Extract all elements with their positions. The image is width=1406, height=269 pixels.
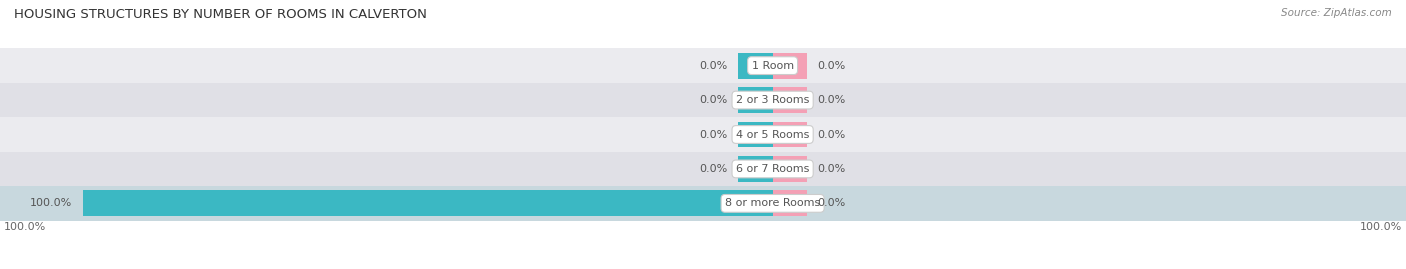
Text: Source: ZipAtlas.com: Source: ZipAtlas.com bbox=[1281, 8, 1392, 18]
Text: 0.0%: 0.0% bbox=[700, 61, 728, 71]
Text: 100.0%: 100.0% bbox=[3, 222, 46, 232]
Text: HOUSING STRUCTURES BY NUMBER OF ROOMS IN CALVERTON: HOUSING STRUCTURES BY NUMBER OF ROOMS IN… bbox=[14, 8, 427, 21]
Text: 100.0%: 100.0% bbox=[1360, 222, 1403, 232]
Text: 6 or 7 Rooms: 6 or 7 Rooms bbox=[735, 164, 810, 174]
Text: 4 or 5 Rooms: 4 or 5 Rooms bbox=[735, 129, 810, 140]
Bar bbox=[0, 117, 1406, 152]
Text: 0.0%: 0.0% bbox=[817, 95, 845, 105]
Text: 0.0%: 0.0% bbox=[700, 164, 728, 174]
Text: 2 or 3 Rooms: 2 or 3 Rooms bbox=[735, 95, 810, 105]
Bar bbox=[738, 122, 773, 147]
Text: 8 or more Rooms: 8 or more Rooms bbox=[725, 198, 820, 208]
Bar bbox=[773, 87, 807, 113]
Bar bbox=[738, 87, 773, 113]
Bar bbox=[738, 53, 773, 79]
Bar bbox=[773, 53, 807, 79]
Text: 100.0%: 100.0% bbox=[30, 198, 73, 208]
Bar bbox=[773, 156, 807, 182]
Text: 0.0%: 0.0% bbox=[817, 61, 845, 71]
Bar bbox=[773, 190, 807, 216]
Text: 0.0%: 0.0% bbox=[817, 198, 845, 208]
Bar bbox=[773, 122, 807, 147]
Text: 0.0%: 0.0% bbox=[700, 95, 728, 105]
Bar bbox=[0, 152, 1406, 186]
Bar bbox=[0, 48, 1406, 83]
Text: 1 Room: 1 Room bbox=[752, 61, 793, 71]
Text: 0.0%: 0.0% bbox=[817, 164, 845, 174]
Bar bbox=[0, 186, 1406, 221]
Bar bbox=[738, 156, 773, 182]
Bar bbox=[83, 190, 773, 216]
Text: 0.0%: 0.0% bbox=[700, 129, 728, 140]
Text: 0.0%: 0.0% bbox=[817, 129, 845, 140]
Bar bbox=[0, 83, 1406, 117]
